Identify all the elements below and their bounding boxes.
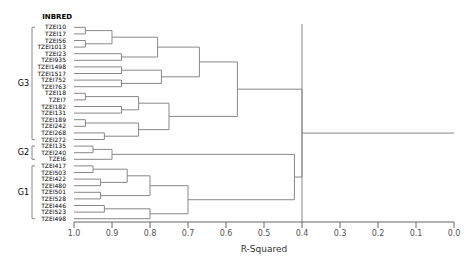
svg-text:G1: G1 — [18, 188, 29, 197]
svg-text:TZEI480: TZEI480 — [41, 181, 66, 189]
svg-text:0.0: 0.0 — [448, 229, 461, 238]
svg-text:TZEI1013: TZEI1013 — [37, 43, 66, 51]
svg-text:G2: G2 — [18, 148, 29, 157]
svg-text:TZEI240: TZEI240 — [41, 148, 66, 156]
svg-text:1.0: 1.0 — [68, 229, 81, 238]
svg-text:0.8: 0.8 — [144, 229, 157, 238]
svg-text:TZEI528: TZEI528 — [41, 195, 66, 202]
svg-text:0.9: 0.9 — [106, 229, 119, 238]
svg-text:TZEI1517: TZEI1517 — [37, 69, 66, 77]
svg-text:TZEI6: TZEI6 — [48, 155, 66, 163]
svg-text:0.6: 0.6 — [220, 229, 233, 238]
svg-text:TZEI422: TZEI422 — [41, 175, 66, 183]
svg-text:TZEI135: TZEI135 — [41, 142, 66, 150]
svg-text:TZEI446: TZEI446 — [41, 201, 66, 209]
svg-text:TZEI763: TZEI763 — [41, 82, 66, 90]
svg-text:TZEI182: TZEI182 — [41, 102, 66, 110]
svg-text:0.3: 0.3 — [334, 229, 347, 238]
svg-text:TZEI242: TZEI242 — [41, 122, 66, 130]
svg-text:TZEI935: TZEI935 — [41, 56, 66, 64]
svg-text:TZEI523: TZEI523 — [41, 208, 66, 216]
svg-text:TZEI752: TZEI752 — [41, 76, 66, 84]
svg-text:0.1: 0.1 — [410, 229, 423, 238]
svg-text:TZEI189: TZEI189 — [41, 115, 66, 123]
svg-text:R-Squared: R-Squared — [241, 244, 288, 254]
svg-text:0.4: 0.4 — [296, 229, 309, 238]
svg-text:TZEI7: TZEI7 — [48, 96, 66, 103]
svg-text:TZEI1498: TZEI1498 — [37, 63, 66, 70]
svg-text:TZEI10: TZEI10 — [45, 23, 66, 31]
svg-text:TZEI56: TZEI56 — [45, 36, 66, 44]
svg-text:TZEI23: TZEI23 — [45, 49, 66, 57]
svg-text:TZEI417: TZEI417 — [41, 162, 66, 169]
svg-text:TZEI272: TZEI272 — [41, 135, 66, 143]
svg-text:G3: G3 — [18, 79, 29, 88]
svg-text:TZEI17: TZEI17 — [45, 30, 66, 37]
svg-text:TZEI498: TZEI498 — [40, 215, 66, 222]
svg-text:TZEI501: TZEI501 — [41, 188, 66, 196]
svg-text:TZEI268: TZEI268 — [41, 129, 66, 136]
svg-text:0.7: 0.7 — [182, 229, 195, 238]
svg-text:TZEI503: TZEI503 — [41, 168, 66, 176]
svg-text:0.2: 0.2 — [372, 229, 385, 238]
svg-text:0.5: 0.5 — [258, 229, 271, 238]
svg-text:INBRED: INBRED — [42, 13, 72, 21]
svg-text:TZEI131: TZEI131 — [41, 109, 66, 117]
svg-text:TZEI18: TZEI18 — [45, 89, 66, 97]
